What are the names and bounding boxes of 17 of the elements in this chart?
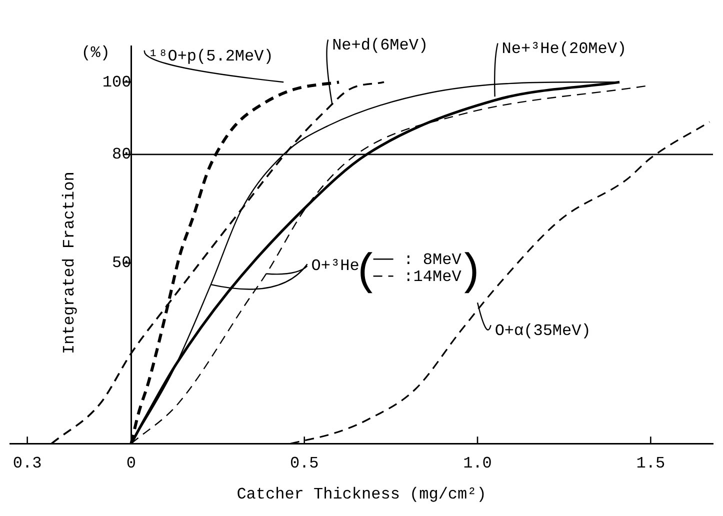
y-tick-label: 80: [112, 146, 132, 164]
legend-label: :14MeV: [404, 268, 462, 286]
x-tick-label: 0.5: [290, 454, 319, 472]
x-tick-label: 1.5: [636, 454, 666, 472]
annotation: (%): [81, 44, 110, 62]
series-label: ¹⁸O+p(5.2MeV): [148, 47, 274, 66]
legend-label: : 8MeV: [404, 251, 462, 270]
y-tick-label: 50: [112, 254, 132, 272]
text: Ne+d(6MeV): [332, 36, 428, 55]
y-axis-title: Integrated Fraction: [60, 172, 78, 354]
x-tick-label: 1.0: [463, 454, 492, 472]
series-label: Ne+³He(20MeV): [502, 40, 627, 58]
series-label: O+α(35MeV): [494, 322, 591, 340]
x-axis-title: Catcher Thickness (mg/cm²): [236, 486, 486, 504]
x-tick-label: 0: [126, 454, 136, 472]
x-tick-label: 0.3: [12, 454, 42, 472]
y-tick-label: 100: [102, 73, 132, 92]
